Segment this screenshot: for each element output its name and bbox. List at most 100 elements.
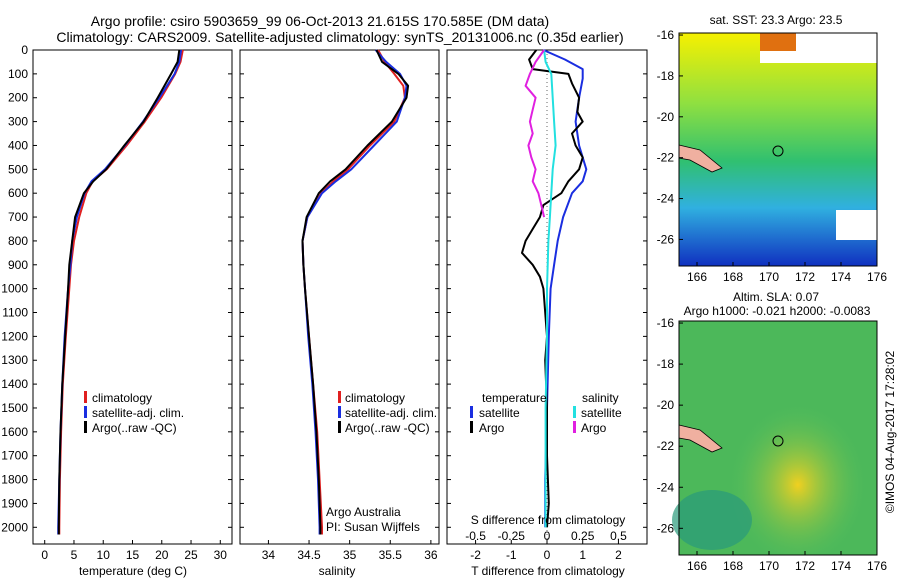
temperature-panel — [32, 49, 233, 545]
x-tick-label: 2 — [615, 548, 622, 562]
lat-tick-label: -20 — [657, 110, 675, 124]
lon-tick-label: 176 — [867, 270, 887, 284]
legend-swatch-t-argo — [470, 421, 473, 433]
lon-tick-label: 174 — [831, 559, 851, 573]
lat-tick-label: -16 — [657, 316, 675, 330]
lon-tick-label: 170 — [759, 270, 779, 284]
sla-map: 166 168 170 172 174 176 -16 -18 -20 -22 -24 -26 — [657, 316, 888, 573]
legend-swatch-s-satellite — [573, 406, 576, 418]
depth-tick-label: 2000 — [1, 520, 28, 534]
depth-tick-label: 100 — [8, 67, 28, 81]
legend-label-satellite: satellite-adj. clim. — [345, 406, 437, 420]
x-tick-label: 10 — [97, 548, 111, 562]
sst-missing-data-east — [836, 210, 877, 240]
lon-tick-label: 176 — [867, 559, 887, 573]
legend-swatch-climatology — [338, 391, 341, 403]
legend-label-s-argo: Argo — [581, 421, 607, 435]
depth-axis-labels: 0 100 200 300 400 500 600 700 800 900 1000 1100 1200… — [1, 43, 28, 534]
sst-map-frame — [678, 32, 878, 267]
series-salinity-satellite — [543, 49, 557, 528]
depth-tick-label: 200 — [8, 91, 28, 105]
x-tick-label: 34.5 — [297, 548, 321, 562]
s-difference-label: S difference from climatology — [471, 513, 626, 527]
depth-tick-label: 1400 — [1, 377, 28, 391]
x-tick-label: 36 — [424, 548, 438, 562]
imos-footer: ©IMOS 04-Aug-2017 17:28:02 — [883, 351, 897, 514]
depth-tick-label: 1300 — [1, 353, 28, 367]
series-argo-raw-qc — [57, 49, 181, 535]
x-tick-label: 35 — [343, 548, 357, 562]
legend-label-t-satellite: satellite — [479, 406, 520, 420]
x-tick-label: 25 — [184, 548, 198, 562]
x-tick-label: 15 — [126, 548, 140, 562]
argo-location-marker — [772, 435, 784, 447]
difference-legend: temperature satellite Argo salinity sate… — [470, 391, 625, 527]
s-tick-label: -0.5 — [465, 529, 486, 543]
depth-tick-label: 400 — [8, 138, 28, 152]
x-tick-label: 0 — [41, 548, 48, 562]
lon-tick-label: 170 — [759, 559, 779, 573]
depth-tick-label: 900 — [8, 258, 28, 272]
lat-tick-label: -18 — [657, 357, 675, 371]
legend-label-argo: Argo(..raw -QC) — [92, 421, 177, 435]
lat-tick-label: -16 — [657, 28, 675, 42]
lat-tick-label: -26 — [657, 232, 675, 246]
x-tick-label: -1 — [506, 548, 517, 562]
sst-map: 166 168 170 172 174 176 -16 -18 -20 -22 -24 -26 — [657, 28, 888, 284]
x-tick-label: 30 — [214, 548, 228, 562]
title-line-1: Argo profile: csiro 5903659_99 06-Oct-20… — [91, 13, 549, 29]
plot-layer: 0 5 10 15 20 25 30 34 34.5 35 35.5 36 -2 -1 0 1 2 -0.5 -0.… — [33, 49, 647, 562]
series-satellite-adj-clim — [57, 49, 183, 535]
legend-label-argo: Argo(..raw -QC) — [345, 421, 430, 435]
sst-map-title: sat. SST: 23.3 Argo: 23.5 — [710, 13, 843, 27]
legend-label-climatology: climatology — [345, 391, 405, 405]
sla-negative-anomaly — [672, 490, 752, 550]
s-tick-label: -0.25 — [498, 529, 526, 543]
depth-tick-label: 1900 — [1, 496, 28, 510]
sla-map-frame — [678, 320, 878, 556]
temperature-legend: climatology satellite-adj. clim. Argo(..… — [84, 391, 184, 435]
x-tick-label: -2 — [470, 548, 481, 562]
lon-tick-label: 168 — [723, 270, 743, 284]
lat-tick-label: -18 — [657, 69, 675, 83]
salinity-legend: climatology satellite-adj. clim. Argo(..… — [326, 391, 437, 534]
x-tick-label: 5 — [71, 548, 78, 562]
t-difference-xlabel: T difference from climatology — [471, 564, 625, 578]
depth-tick-label: 600 — [8, 186, 28, 200]
x-tick-label: 35.5 — [379, 548, 403, 562]
depth-tick-label: 500 — [8, 162, 28, 176]
lon-tick-label: 172 — [795, 270, 815, 284]
depth-tick-label: 1700 — [1, 449, 28, 463]
series-temperature-satellite — [542, 49, 588, 528]
legend-swatch-argo — [338, 421, 341, 433]
temperature-xlabel: temperature (deg C) — [79, 564, 187, 578]
s-tick-label: 0.5 — [610, 529, 627, 543]
legend-label-s-satellite: satellite — [581, 406, 622, 420]
depth-tick-label: 800 — [8, 234, 28, 248]
s-tick-label: 0 — [544, 529, 551, 543]
depth-tick-label: 1100 — [2, 306, 28, 320]
x-tick-label: 1 — [579, 548, 586, 562]
legend-label-t-argo: Argo — [479, 421, 505, 435]
sla-map-title-2: Argo h1000: -0.021 h2000: -0.0083 — [684, 304, 871, 318]
legend-swatch-satellite — [84, 406, 87, 418]
depth-tick-label: 1800 — [1, 473, 28, 487]
legend-swatch-s-argo — [573, 421, 576, 433]
depth-tick-label: 700 — [8, 210, 28, 224]
sla-ticks: 166 168 170 172 174 176 -16 -18 -20 -22 -24 -26 — [657, 316, 888, 573]
lat-tick-label: -24 — [657, 480, 675, 494]
sla-map-title-1: Altim. SLA: 0.07 — [733, 290, 819, 304]
x-tick-label: 0 — [544, 548, 551, 562]
depth-tick-label: 1000 — [1, 282, 28, 296]
lat-tick-label: -26 — [657, 521, 675, 535]
x-tick-label: 34 — [262, 548, 276, 562]
legend-swatch-climatology — [84, 391, 87, 403]
series-climatology — [58, 49, 184, 535]
legend-title-temperature: temperature — [482, 391, 547, 405]
depth-tick-label: 300 — [8, 115, 28, 129]
x-tick-label: 20 — [155, 548, 169, 562]
sst-warm-patch — [760, 33, 796, 51]
sst-ticks: 166 168 170 172 174 176 -16 -18 -20 -22 -24 -26 — [657, 28, 888, 284]
argo-location-marker — [772, 145, 784, 157]
